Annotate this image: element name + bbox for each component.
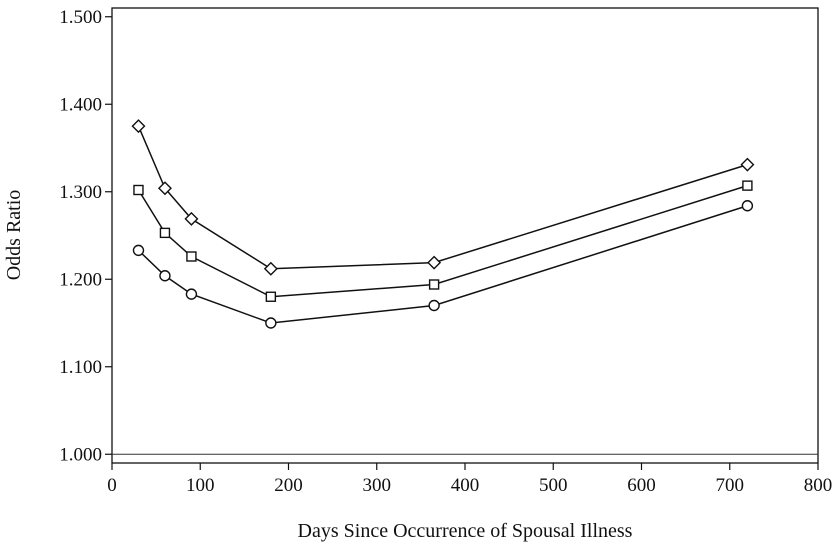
x-axis-title: Days Since Occurrence of Spousal Illness (298, 520, 633, 542)
x-tick-label: 700 (716, 475, 745, 496)
y-axis-title: Odds Ratio (3, 190, 25, 281)
y-tick-label: 1.100 (59, 357, 102, 378)
y-axis: 1.000 1.100 1.200 1.300 1.400 1.500 (59, 7, 112, 465)
series-circle (132, 200, 754, 329)
x-tick-label: 800 (804, 475, 833, 496)
x-axis: 0 100 200 300 400 500 600 700 800 (107, 463, 832, 496)
data-point-diamond (157, 181, 172, 196)
x-tick-label: 100 (186, 475, 215, 496)
data-point-diamond (131, 119, 146, 134)
y-tick-label: 1.000 (59, 444, 102, 465)
x-tick-label: 0 (107, 475, 117, 496)
data-point-circle (132, 244, 145, 257)
x-tick-label: 300 (363, 475, 392, 496)
data-point-circle (741, 200, 754, 212)
data-point-circle (265, 317, 277, 329)
data-point-square (742, 180, 753, 191)
y-tick-label: 1.500 (59, 7, 102, 28)
x-tick-label: 400 (451, 475, 480, 496)
data-point-square (428, 279, 440, 290)
x-tick-label: 200 (274, 475, 303, 496)
series-diamond (131, 119, 755, 276)
y-tick-label: 1.400 (59, 94, 102, 115)
data-point-square (159, 227, 171, 239)
y-tick-label: 1.300 (59, 182, 102, 203)
series-square (133, 180, 753, 302)
x-tick-label: 600 (627, 475, 656, 496)
data-point-diamond (184, 211, 199, 226)
series-line (137, 125, 748, 270)
data-point-diamond (427, 255, 442, 270)
series-layer (131, 119, 755, 329)
data-point-circle (428, 299, 440, 312)
data-point-square (133, 184, 144, 196)
data-point-square (186, 251, 197, 262)
x-tick-label: 500 (539, 475, 568, 496)
series-line (137, 184, 748, 298)
data-point-diamond (263, 261, 278, 276)
y-tick-label: 1.200 (59, 269, 102, 290)
data-point-diamond (740, 157, 755, 172)
data-point-circle (159, 270, 171, 282)
data-point-circle (185, 288, 198, 300)
data-point-square (265, 291, 277, 302)
series-line (137, 205, 748, 324)
